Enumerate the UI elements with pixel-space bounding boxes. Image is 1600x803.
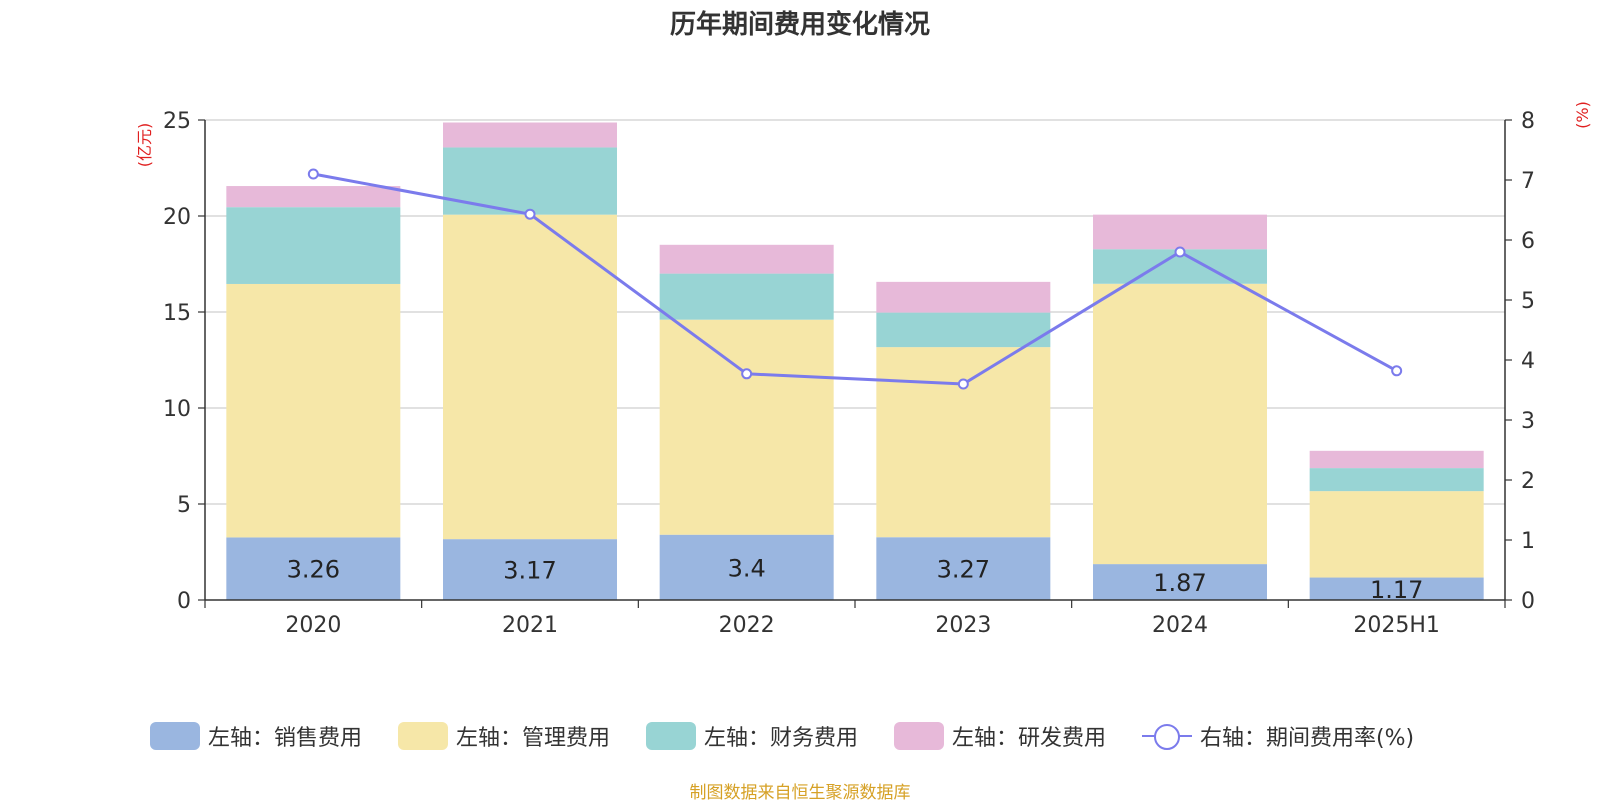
left-axis-tick-label: 20 [163,205,191,230]
bar-segment [876,281,1051,313]
bar-segment [1309,491,1484,578]
left-axis-tick-label: 10 [163,397,191,422]
legend-label-admin: 左轴：管理费用 [456,726,611,751]
bar-data-label: 1.17 [1370,576,1423,604]
legend-swatch-sales [150,722,200,750]
legend-item-sales[interactable]: 左轴：销售费用 [150,718,362,754]
bar-segment [659,534,834,600]
expense-rate-point [524,208,536,220]
right-axis-tick-label: 7 [1521,169,1535,194]
legend-swatch-rnd [894,722,944,750]
right-axis-tick-label: 8 [1521,109,1535,134]
bar-segment [226,207,401,284]
legend-label-rnd: 左轴：研发费用 [952,726,1107,751]
legend-item-expense-rate[interactable]: 右轴：期间费用率(%) [1142,718,1414,754]
expense-rate-point [1391,365,1403,377]
bar-segment [659,273,834,320]
bar-segment [1093,564,1267,600]
chart-title: 历年期间费用变化情况 [669,10,930,40]
source-note: 制图数据来自恒生聚源数据库 [689,783,911,803]
bar-segment [443,539,617,600]
bar-segment [659,319,834,535]
bar-data-label: 1.87 [1153,569,1206,597]
x-axis-tick-label: 2024 [1152,613,1208,638]
expense-rate-point [741,368,753,380]
left-axis-tick-label: 15 [163,301,191,326]
bar-segment [1309,468,1484,492]
bar-segment [443,147,617,215]
bar-segment [876,347,1051,538]
expense-rate-point [307,168,319,180]
legend-item-rnd[interactable]: 左轴：研发费用 [894,718,1106,754]
bar-data-label: 3.26 [287,556,340,584]
bar-segment [876,312,1051,348]
right-axis-tick-label: 4 [1521,349,1535,374]
legend-item-admin[interactable]: 左轴：管理费用 [398,718,610,754]
legend-label-finance: 左轴：财务费用 [704,726,859,751]
right-axis-tick-label: 2 [1521,469,1535,494]
right-axis-tick-label: 5 [1521,289,1535,314]
x-axis-tick-label: 2023 [935,613,991,638]
x-axis-tick-label: 2022 [719,613,775,638]
bar-data-label: 3.27 [937,556,990,584]
bar-segment [659,244,834,274]
bar-data-label: 3.17 [503,557,556,585]
legend-swatch-finance [646,722,696,750]
bar-segment [1093,283,1267,565]
expense-rate-point [1174,246,1186,258]
left-axis-tick-label: 25 [163,109,191,134]
chart-legend: 左轴：销售费用 左轴：管理费用 左轴：财务费用 左轴：研发费用 右轴：期间费用率… [0,718,1600,758]
left-axis-unit: (亿元) [135,123,154,168]
bar-data-label: 3.4 [728,554,766,582]
left-axis-tick-label: 0 [177,589,191,614]
bar-segment [876,537,1051,600]
bar-segment [1309,577,1484,600]
left-axis-tick-label: 5 [177,493,191,518]
x-axis-tick-label: 2025H1 [1353,613,1440,638]
right-axis-tick-label: 1 [1521,529,1535,554]
legend-line-marker-icon [1142,722,1192,750]
x-axis-tick-label: 2021 [502,613,558,638]
legend-label-sales: 左轴：销售费用 [208,726,363,751]
x-axis-tick-label: 2020 [285,613,341,638]
right-axis-tick-label: 6 [1521,229,1535,254]
legend-item-finance[interactable]: 左轴：财务费用 [646,718,858,754]
bar-segment [1093,214,1267,250]
right-axis-unit: (%) [1573,101,1592,129]
bar-segment [443,122,617,148]
expense-rate-line [313,172,1398,386]
bar-segment [226,186,401,208]
chart-canvas: 0 5 10 15 20 25 0 1 2 3 4 5 6 7 8 (亿元) (%) 3.26 2020 3.17 20… [135,101,1592,638]
right-axis-tick-label: 0 [1521,589,1535,614]
right-axis-tick-label: 3 [1521,409,1535,434]
bar-segment [1309,450,1484,469]
expense-rate-point [957,378,969,390]
legend-label-expense-rate: 右轴：期间费用率(%) [1200,726,1415,751]
bar-segment [226,537,401,600]
bar-segment [443,214,617,540]
bar-segment [226,283,401,538]
legend-swatch-admin [398,722,448,750]
